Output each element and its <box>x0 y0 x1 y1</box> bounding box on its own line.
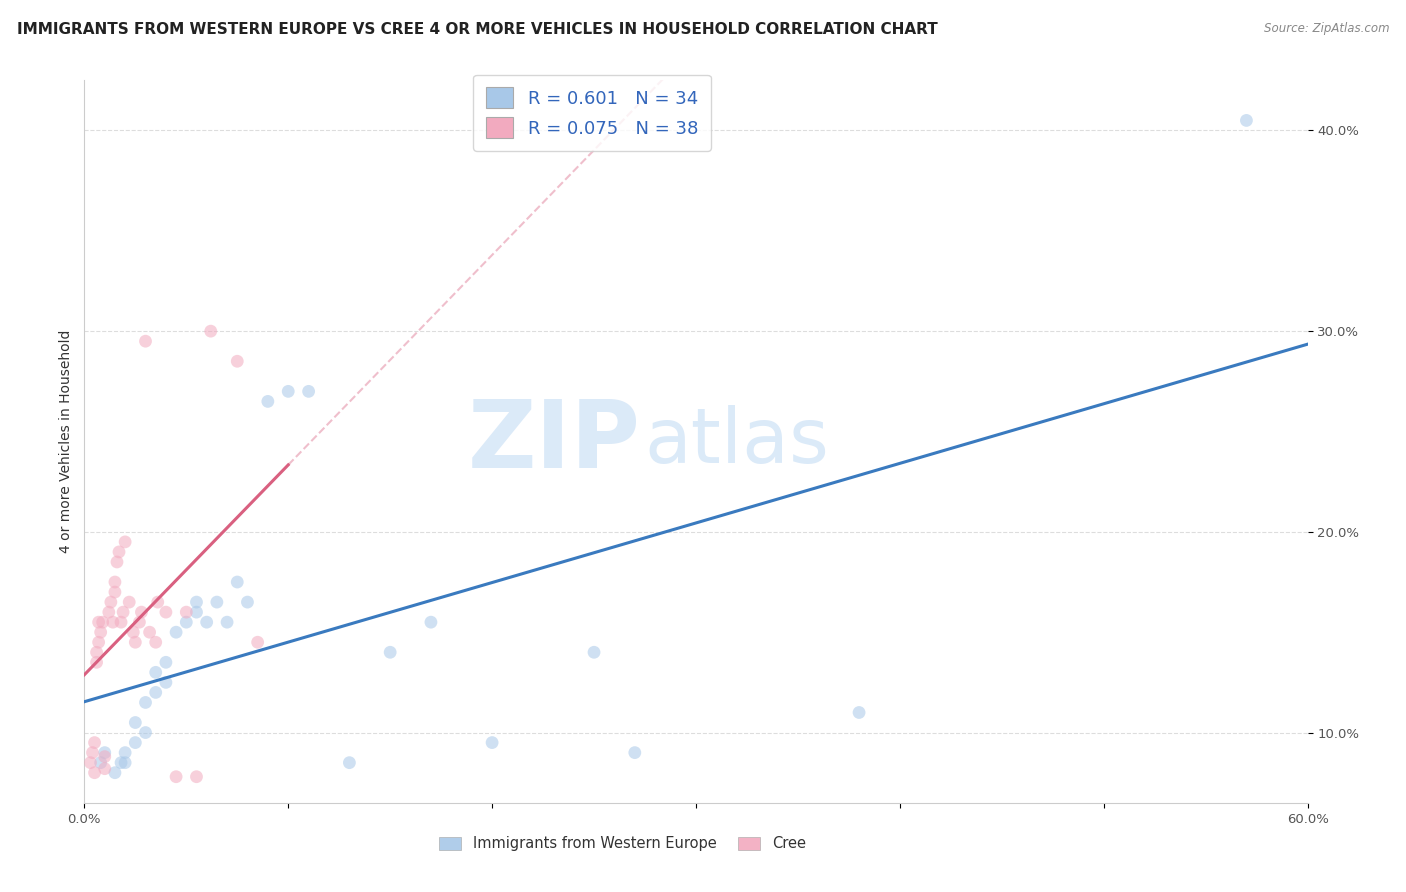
Point <box>87 615 110 630</box>
Point <box>298 384 321 399</box>
Point <box>257 394 280 409</box>
Point <box>135 334 157 348</box>
Point <box>138 625 160 640</box>
Text: ZIP: ZIP <box>468 395 641 488</box>
Point <box>165 625 187 640</box>
Point <box>100 595 122 609</box>
Point <box>277 384 299 399</box>
Point <box>145 665 167 680</box>
Point <box>174 615 197 630</box>
Point <box>87 635 110 649</box>
Point <box>86 645 108 659</box>
Point <box>131 605 153 619</box>
Point <box>110 615 132 630</box>
Point <box>114 534 136 549</box>
Point <box>155 605 177 619</box>
Point <box>93 762 115 776</box>
Point <box>101 615 124 630</box>
Point <box>420 615 443 630</box>
Point <box>122 625 145 640</box>
Point <box>108 545 131 559</box>
Point <box>112 605 135 619</box>
Point <box>145 685 167 699</box>
Point <box>83 765 105 780</box>
Point <box>174 605 197 619</box>
Point <box>186 770 208 784</box>
Point <box>583 645 606 659</box>
Point <box>146 595 169 609</box>
Point <box>114 756 136 770</box>
Point <box>124 635 146 649</box>
Point <box>104 575 127 590</box>
Point <box>90 756 112 770</box>
Point <box>186 595 208 609</box>
Point <box>79 756 101 770</box>
Point <box>82 746 104 760</box>
Point <box>110 756 132 770</box>
Point <box>124 735 146 749</box>
Point <box>97 605 120 619</box>
Point <box>236 595 259 609</box>
Point <box>86 655 108 669</box>
Point <box>91 615 114 630</box>
Point <box>205 595 228 609</box>
Point <box>165 770 187 784</box>
Legend: Immigrants from Western Europe, Cree: Immigrants from Western Europe, Cree <box>433 830 811 857</box>
Point <box>104 585 127 599</box>
Point <box>217 615 239 630</box>
Point <box>104 765 127 780</box>
Point <box>246 635 269 649</box>
Point <box>83 735 105 749</box>
Point <box>118 595 141 609</box>
Text: atlas: atlas <box>644 405 830 478</box>
Point <box>200 324 222 338</box>
Point <box>93 749 115 764</box>
Point <box>155 655 177 669</box>
Text: Source: ZipAtlas.com: Source: ZipAtlas.com <box>1264 22 1389 36</box>
Point <box>624 746 647 760</box>
Point <box>155 675 177 690</box>
Text: IMMIGRANTS FROM WESTERN EUROPE VS CREE 4 OR MORE VEHICLES IN HOUSEHOLD CORRELATI: IMMIGRANTS FROM WESTERN EUROPE VS CREE 4… <box>17 22 938 37</box>
Point <box>93 746 115 760</box>
Point <box>1236 113 1258 128</box>
Point <box>226 354 249 368</box>
Y-axis label: 4 or more Vehicles in Household: 4 or more Vehicles in Household <box>59 330 73 553</box>
Point <box>339 756 361 770</box>
Point <box>114 746 136 760</box>
Point <box>380 645 402 659</box>
Point <box>195 615 218 630</box>
Point <box>481 735 503 749</box>
Point <box>128 615 150 630</box>
Point <box>186 605 208 619</box>
Point <box>105 555 128 569</box>
Point <box>848 706 870 720</box>
Point <box>135 725 157 739</box>
Point <box>145 635 167 649</box>
Point <box>124 715 146 730</box>
Point <box>226 575 249 590</box>
Point <box>90 625 112 640</box>
Point <box>135 696 157 710</box>
